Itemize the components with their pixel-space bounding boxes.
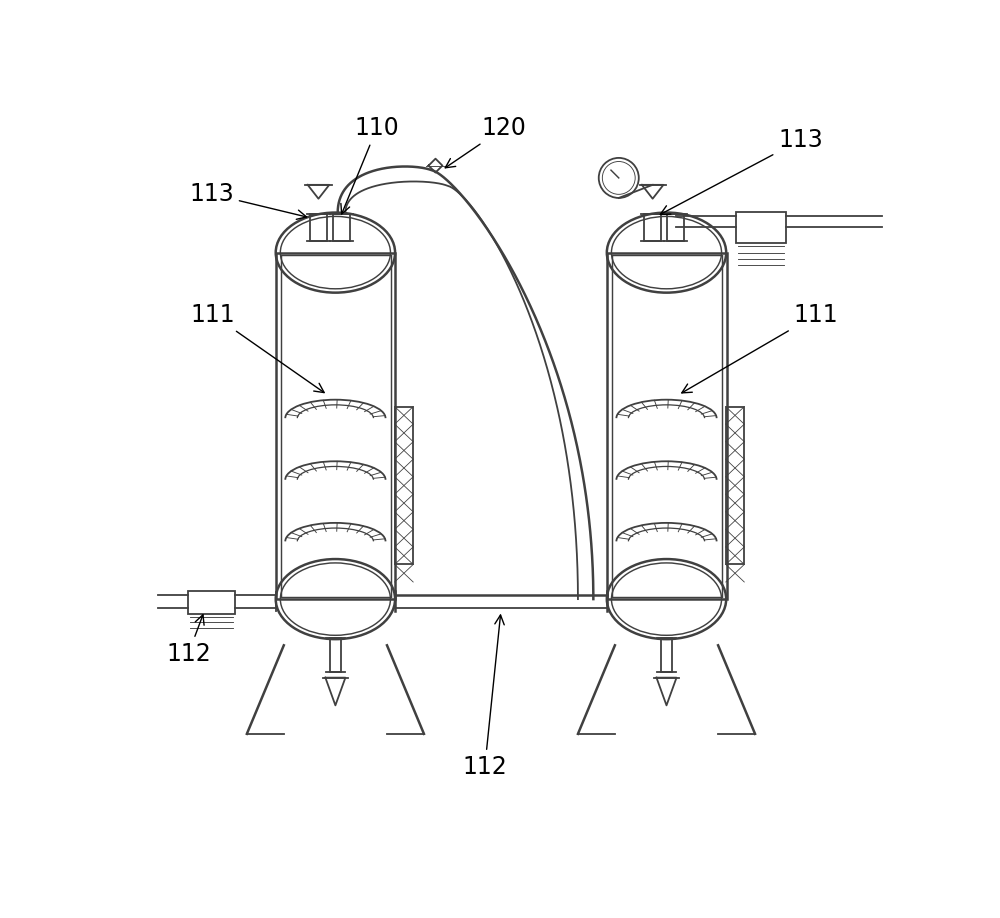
Bar <box>276 252 395 599</box>
Text: 111: 111 <box>682 303 838 393</box>
Bar <box>310 214 327 241</box>
Text: 111: 111 <box>191 303 324 393</box>
Text: 120: 120 <box>445 116 527 168</box>
Bar <box>667 214 684 241</box>
Bar <box>726 407 744 565</box>
Bar <box>612 255 722 597</box>
Text: 112: 112 <box>166 615 211 666</box>
Text: 113: 113 <box>660 129 823 215</box>
Text: 113: 113 <box>189 182 307 219</box>
Bar <box>281 255 391 597</box>
Bar <box>661 638 672 672</box>
Bar <box>330 638 341 672</box>
Bar <box>395 407 413 565</box>
Text: 112: 112 <box>462 615 507 778</box>
Bar <box>644 214 661 241</box>
Text: 110: 110 <box>341 116 399 214</box>
Bar <box>736 212 786 242</box>
Bar <box>607 252 727 599</box>
Bar <box>188 590 235 614</box>
Bar <box>333 214 350 241</box>
